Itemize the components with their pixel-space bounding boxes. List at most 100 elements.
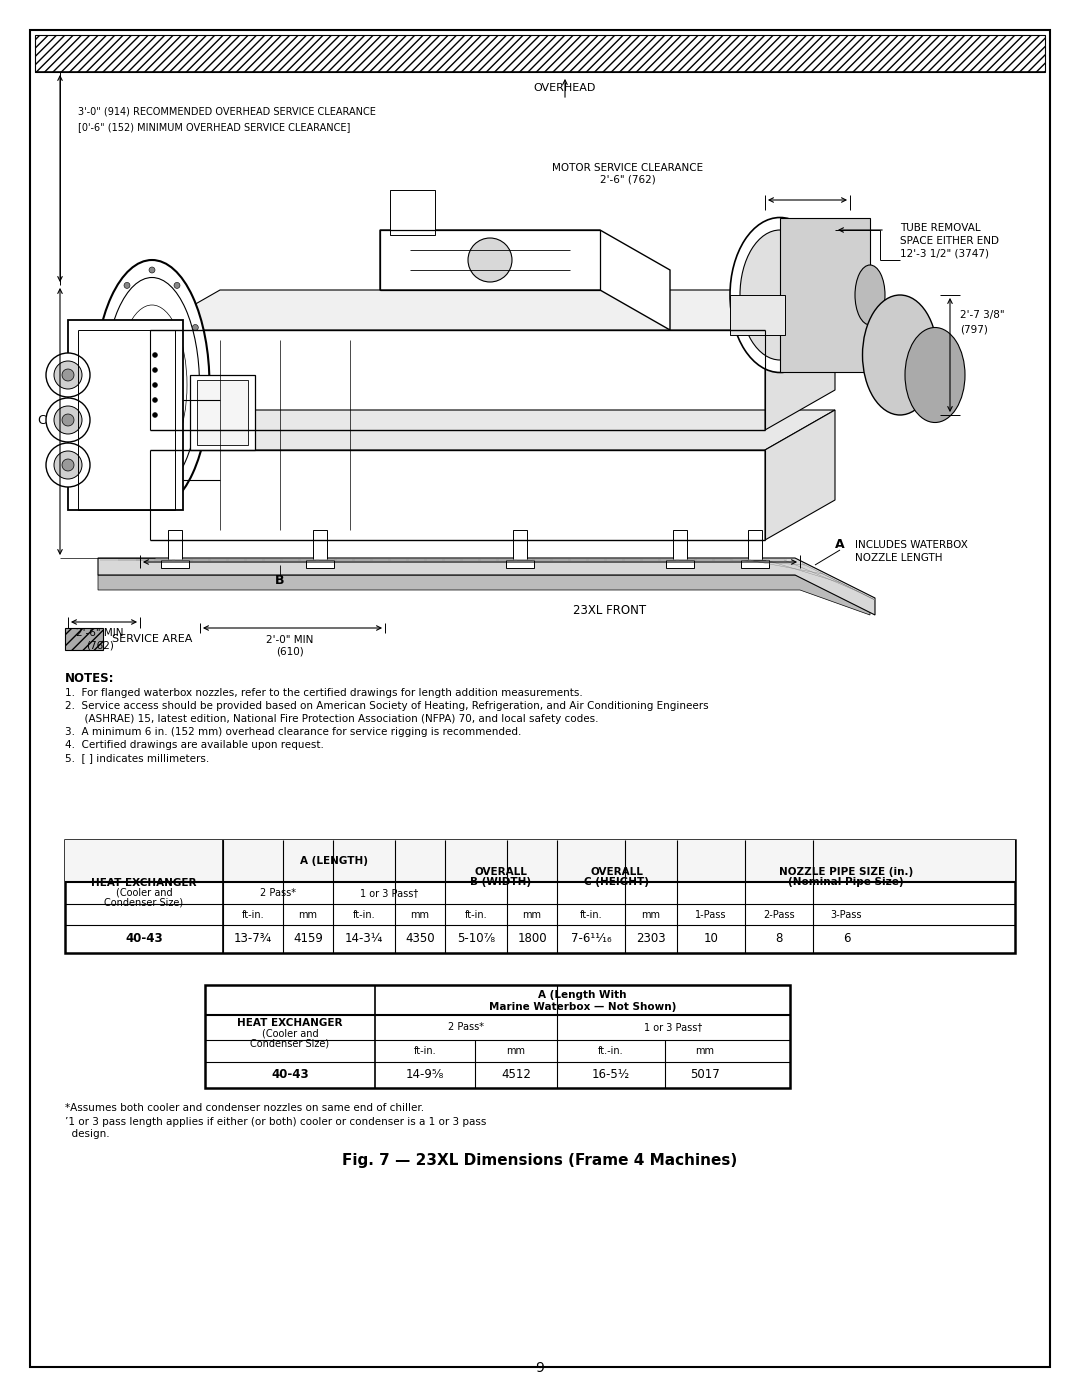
Text: 3.  A minimum 6 in. (152 mm) overhead clearance for service rigging is recommend: 3. A minimum 6 in. (152 mm) overhead cle… (65, 726, 522, 738)
Text: ft-in.: ft-in. (580, 909, 603, 919)
Text: 2 Pass*: 2 Pass* (448, 1023, 484, 1032)
Text: 5-10⁷⁄₈: 5-10⁷⁄₈ (457, 933, 495, 946)
Bar (190, 374, 255, 450)
Text: 2-Pass: 2-Pass (764, 909, 795, 919)
Text: 2 Pass*: 2 Pass* (260, 888, 296, 898)
Text: 1.  For flanged waterbox nozzles, refer to the certified drawings for length add: 1. For flanged waterbox nozzles, refer t… (65, 687, 583, 698)
Text: design.: design. (65, 1129, 110, 1139)
Circle shape (46, 398, 90, 441)
Bar (161, 560, 189, 569)
Circle shape (106, 440, 111, 446)
Circle shape (106, 324, 111, 331)
Text: 14-3¼: 14-3¼ (345, 933, 383, 946)
Text: mm: mm (298, 909, 318, 919)
Bar (390, 190, 435, 235)
Polygon shape (765, 409, 835, 541)
Text: Condenser Size): Condenser Size) (105, 897, 184, 908)
Text: (610): (610) (276, 647, 303, 657)
Circle shape (54, 360, 82, 388)
Text: A (LENGTH): A (LENGTH) (300, 856, 368, 866)
Text: HEAT EXCHANGER: HEAT EXCHANGER (238, 1018, 342, 1028)
Text: 2'-6" (762): 2'-6" (762) (600, 175, 656, 184)
Text: [0'-6" (152) MINIMUM OVERHEAD SERVICE CLEARANCE]: [0'-6" (152) MINIMUM OVERHEAD SERVICE CL… (78, 122, 350, 131)
Text: B: B (275, 574, 285, 587)
Polygon shape (150, 409, 835, 450)
Text: SPACE EITHER END: SPACE EITHER END (900, 236, 999, 246)
Circle shape (149, 267, 156, 272)
Circle shape (174, 282, 180, 288)
Text: C (HEIGHT): C (HEIGHT) (584, 877, 649, 887)
Ellipse shape (740, 231, 820, 360)
Circle shape (192, 440, 199, 446)
Circle shape (62, 369, 75, 381)
Text: ’1 or 3 pass length applies if either (or both) cooler or condenser is a 1 or 3 : ’1 or 3 pass length applies if either (o… (65, 1118, 486, 1127)
Text: 13-7¾: 13-7¾ (234, 933, 272, 946)
Polygon shape (780, 218, 870, 372)
Circle shape (152, 412, 158, 418)
Circle shape (149, 497, 156, 503)
Bar (673, 529, 687, 564)
Text: 3-Pass: 3-Pass (831, 909, 862, 919)
Text: 14-9⁵⁄₈: 14-9⁵⁄₈ (406, 1069, 444, 1081)
Text: 40-43: 40-43 (125, 933, 163, 946)
Text: NOTES:: NOTES: (65, 672, 114, 685)
Text: 1 or 3 Pass†: 1 or 3 Pass† (360, 888, 418, 898)
Text: 5.  [ ] indicates millimeters.: 5. [ ] indicates millimeters. (65, 753, 210, 763)
Text: mm: mm (523, 909, 541, 919)
Circle shape (62, 414, 75, 426)
Text: ft-in.: ft-in. (353, 909, 376, 919)
Circle shape (199, 381, 205, 388)
Text: mm: mm (507, 1046, 526, 1056)
Polygon shape (98, 557, 875, 615)
Text: OVERHEAD: OVERHEAD (534, 82, 596, 94)
Text: B (WIDTH): B (WIDTH) (471, 877, 531, 887)
Text: (Cooler and: (Cooler and (261, 1028, 319, 1038)
Text: OVERALL: OVERALL (474, 868, 527, 877)
Text: (797): (797) (960, 326, 988, 335)
Text: NOZZLE PIPE SIZE (in.): NOZZLE PIPE SIZE (in.) (779, 868, 913, 877)
Text: 7-6¹¹⁄₁₆: 7-6¹¹⁄₁₆ (570, 933, 611, 946)
Circle shape (54, 451, 82, 479)
Text: (762): (762) (86, 640, 113, 650)
Bar (741, 560, 769, 569)
Text: (Nominal Pipe Size): (Nominal Pipe Size) (788, 877, 904, 887)
Polygon shape (98, 576, 870, 615)
Circle shape (62, 460, 75, 471)
Bar (513, 529, 527, 564)
Text: mm: mm (642, 909, 661, 919)
Text: ft-in.: ft-in. (242, 909, 265, 919)
Text: 23XL FRONT: 23XL FRONT (573, 604, 647, 616)
Bar (65, 629, 103, 650)
Polygon shape (150, 291, 835, 330)
Text: 4159: 4159 (293, 933, 323, 946)
Text: INCLUDES WATERBOX: INCLUDES WATERBOX (855, 541, 968, 550)
Text: *Assumes both cooler and condenser nozzles on same end of chiller.: *Assumes both cooler and condenser nozzl… (65, 1104, 424, 1113)
Text: 2303: 2303 (636, 933, 665, 946)
Ellipse shape (905, 327, 966, 422)
Text: TUBE REMOVAL: TUBE REMOVAL (900, 224, 981, 233)
Ellipse shape (855, 265, 885, 326)
Text: A: A (835, 538, 845, 552)
Text: (Cooler and: (Cooler and (116, 887, 173, 897)
Text: 3'-0" (914) RECOMMENDED OVERHEAD SERVICE CLEARANCE: 3'-0" (914) RECOMMENDED OVERHEAD SERVICE… (78, 108, 376, 117)
Text: 10: 10 (703, 933, 718, 946)
Text: 4512: 4512 (501, 1069, 531, 1081)
Bar (666, 560, 694, 569)
Text: A (Length With: A (Length With (538, 990, 626, 1000)
Text: 1-Pass: 1-Pass (696, 909, 727, 919)
Text: 5017: 5017 (690, 1069, 720, 1081)
Text: 1800: 1800 (517, 933, 546, 946)
Text: HEAT EXCHANGER: HEAT EXCHANGER (91, 877, 197, 887)
Circle shape (124, 482, 130, 488)
Text: SERVICE AREA: SERVICE AREA (112, 634, 192, 644)
Bar (65, 840, 1015, 953)
Circle shape (54, 407, 82, 434)
Text: OVERALL: OVERALL (591, 868, 644, 877)
Text: C: C (38, 414, 46, 426)
Circle shape (152, 398, 158, 402)
Bar (35, 35, 1045, 73)
Ellipse shape (730, 218, 831, 373)
Text: 2'-6" MIN: 2'-6" MIN (77, 629, 124, 638)
Circle shape (152, 352, 158, 358)
Circle shape (174, 482, 180, 488)
